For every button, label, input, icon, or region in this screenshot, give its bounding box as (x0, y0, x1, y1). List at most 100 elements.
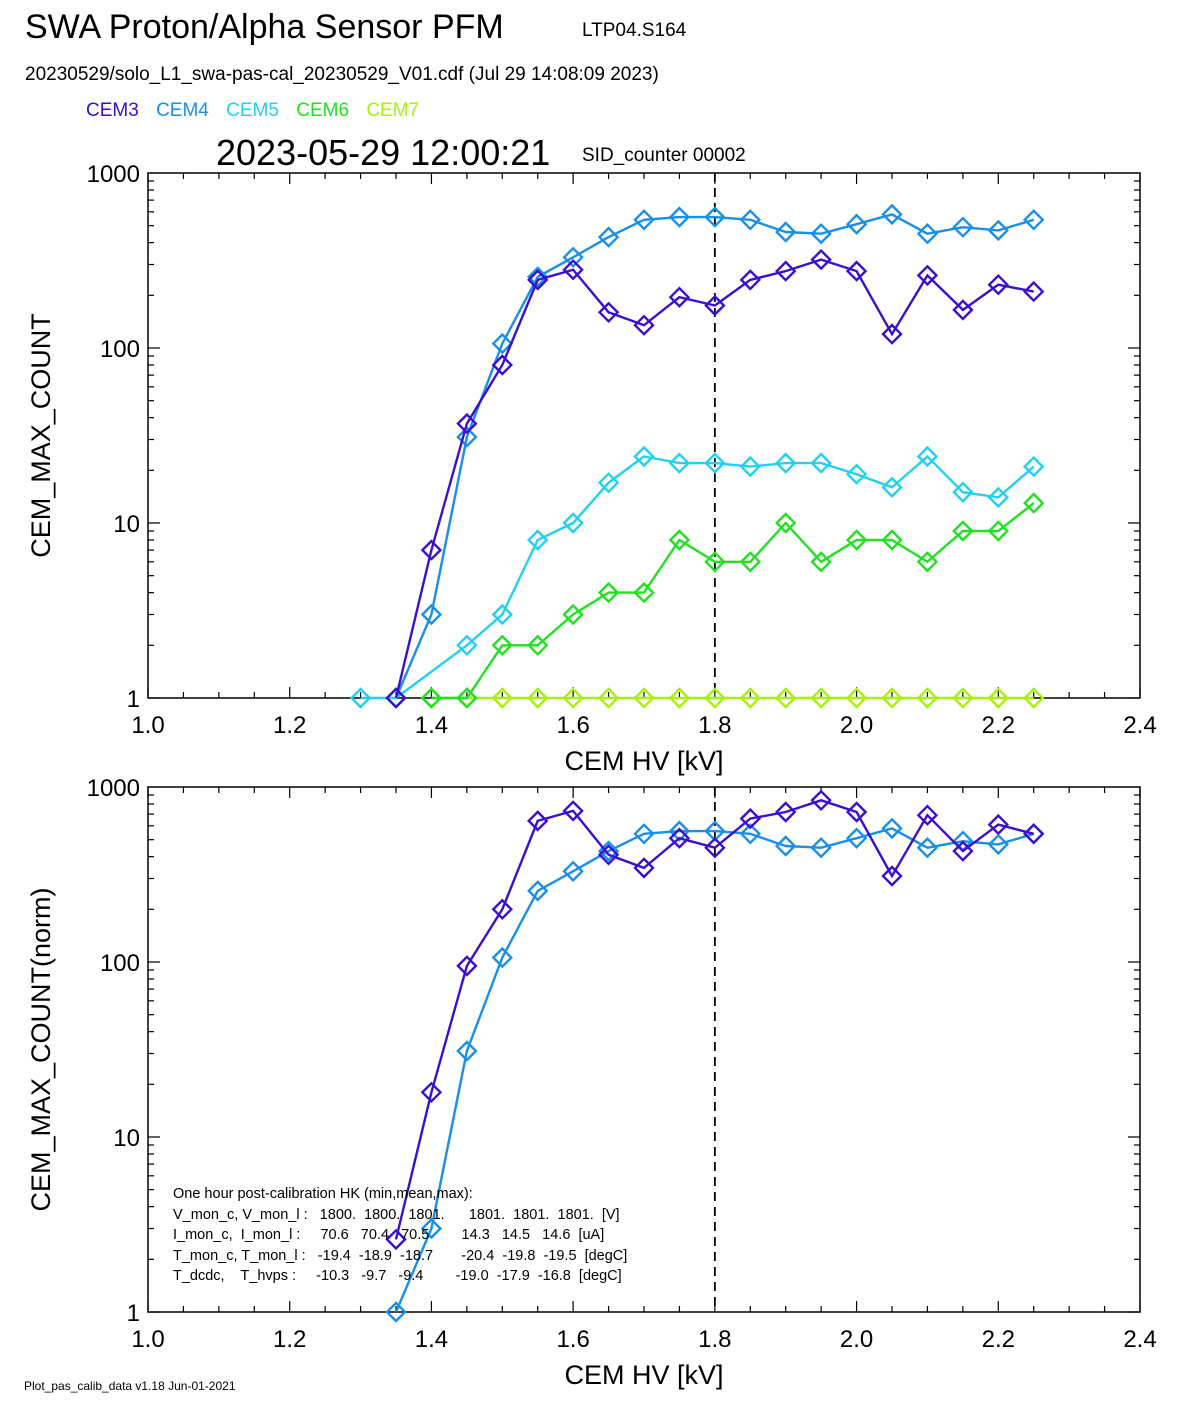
data-point (704, 837, 726, 859)
data-point (633, 314, 655, 336)
data-point (845, 801, 868, 823)
y-tick-label: 10 (113, 1125, 140, 1152)
hk-line-t-mon: T_mon_c, T_mon_l : -19.4 -18.9 -18.7 -20… (173, 1247, 628, 1264)
hk-box: One hour post-calibration HK (min,mean,m… (173, 1184, 627, 1287)
data-point (562, 512, 584, 534)
series-line (431, 502, 1035, 700)
data-point (633, 445, 655, 468)
y-tick-label: 100 (100, 336, 140, 363)
data-point (456, 634, 478, 656)
data-point (597, 844, 620, 866)
data-point (562, 800, 584, 822)
data-point (633, 687, 655, 709)
data-point (527, 269, 549, 291)
series-line (360, 454, 1035, 700)
data-point (633, 581, 655, 604)
data-point (562, 860, 584, 882)
data-point (952, 520, 974, 542)
data-point (845, 529, 868, 551)
data-point (739, 269, 761, 291)
y-tick-label: 1 (127, 686, 140, 713)
x-tick-label: 1.4 (415, 712, 448, 739)
data-point (916, 551, 939, 573)
data-point (668, 827, 691, 849)
data-point (881, 817, 903, 840)
sensor-subtitle: LTP04.S164 (582, 20, 687, 41)
data-point (739, 455, 761, 478)
y-tick-label: 1000 (87, 775, 140, 802)
data-point (456, 955, 478, 977)
data-point (845, 463, 868, 485)
data-point (916, 837, 939, 859)
data-point (704, 452, 726, 474)
x-tick-label: 1.2 (273, 1326, 306, 1353)
data-point (562, 687, 584, 709)
hk-line-t-dcdc: T_dcdc, T_hvps : -10.3 -9.7 -9.4 -19.0 -… (173, 1268, 622, 1284)
data-point (491, 898, 513, 920)
data-point (349, 687, 372, 709)
data-point (562, 603, 584, 626)
data-point (633, 209, 655, 231)
timestamp: 2023-05-29 12:00:21 (216, 132, 551, 173)
data-point (775, 260, 797, 282)
data-point (952, 840, 974, 862)
chart-2: 1.0 1.2 1.4 1.6 1.8 2.0 2.2 2.4 1 10 100 1000 CEM HV… (26, 775, 1157, 1390)
y-tick-label: 1 (127, 1300, 140, 1327)
data-point (704, 206, 726, 228)
data-point (987, 520, 1009, 542)
data-point (916, 223, 939, 245)
data-point (810, 551, 832, 573)
data-point (881, 323, 903, 345)
series-line (394, 258, 1034, 699)
data-point (775, 512, 797, 534)
data-point (775, 801, 797, 823)
data-point (704, 687, 726, 709)
data-point (952, 299, 974, 321)
data-point (916, 687, 939, 709)
series-cem6 (420, 492, 1045, 709)
data-point (491, 332, 513, 355)
data-point (456, 1040, 478, 1062)
data-point (916, 445, 939, 468)
data-point (881, 865, 903, 887)
x-tick-label: 2.4 (1123, 712, 1156, 739)
data-point (739, 687, 761, 709)
data-point (597, 687, 620, 709)
data-point (456, 412, 478, 435)
plot-frame (147, 172, 1141, 699)
data-point (491, 634, 513, 656)
data-point (668, 286, 691, 308)
x-tick-label: 2.0 (840, 712, 873, 739)
data-point (668, 452, 691, 474)
data-point (987, 219, 1009, 242)
data-point (845, 827, 868, 849)
data-point (952, 687, 974, 709)
data-point (527, 266, 549, 288)
data-point (704, 551, 726, 573)
data-point (456, 426, 478, 448)
data-point (527, 634, 549, 656)
data-point (775, 452, 797, 474)
data-point (385, 1228, 407, 1251)
data-point (739, 209, 761, 231)
data-point (1023, 687, 1045, 709)
data-point (420, 1217, 443, 1240)
data-point (420, 603, 443, 626)
chart-1: 1.0 1.2 1.4 1.6 1.8 2.0 2.2 2.4 1 10 100 1000 CEM HV… (26, 161, 1157, 776)
data-point (845, 260, 868, 282)
data-point (881, 687, 903, 709)
x-tick-label: 1.0 (131, 712, 164, 739)
data-point (633, 857, 655, 879)
hk-line-v-mon: V_mon_c, V_mon_l : 1800. 1800. 1801. 180… (173, 1206, 620, 1223)
y-tick-label: 10 (113, 511, 140, 538)
data-point (491, 946, 513, 969)
data-point (987, 833, 1009, 856)
legend: CEM3 CEM4 CEM5 CEM6 CEM7 (86, 100, 431, 122)
footer-version: Plot_pas_calib_data v1.18 Jun-01-2021 (24, 1379, 236, 1393)
file-line: 20230529/solo_L1_swa-pas-cal_20230529_V0… (25, 64, 659, 85)
data-point (562, 259, 584, 281)
series-cem3 (385, 789, 1045, 1251)
data-point (633, 823, 655, 845)
series-line (394, 827, 1035, 1313)
